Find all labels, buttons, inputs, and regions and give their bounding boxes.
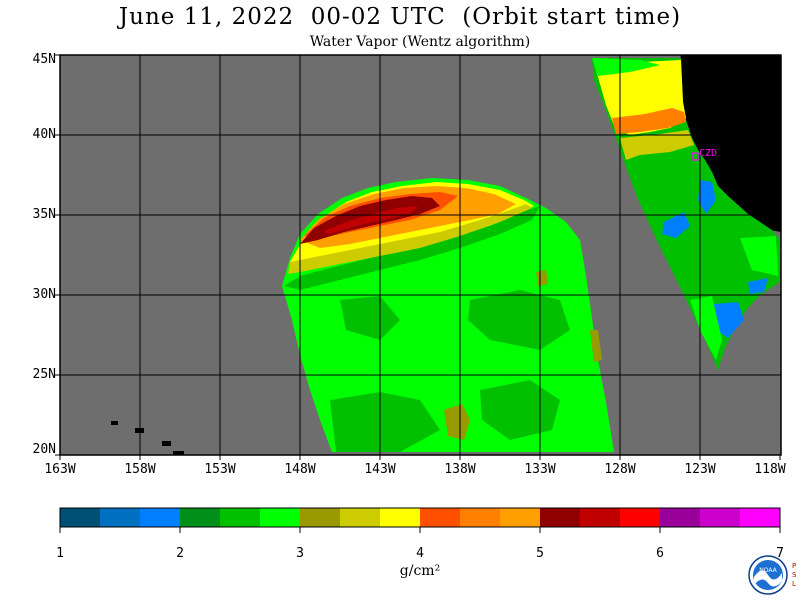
swath-ne-body xyxy=(592,58,780,370)
colorbar-label-3: 3 xyxy=(296,546,304,561)
lat-label-45: 45N xyxy=(32,52,56,67)
map-grid xyxy=(60,55,781,455)
colorbar-swatch-15 xyxy=(660,508,700,527)
swath-ne-blue-1 xyxy=(698,180,716,214)
colorbar-swatch-4 xyxy=(220,508,260,527)
noaa-logo: NOAA xyxy=(748,555,788,595)
axis-ticks xyxy=(55,54,781,460)
colorbar-swatch-16 xyxy=(700,508,740,527)
station-symbol xyxy=(691,152,699,161)
noaa-logo-bird xyxy=(754,570,782,587)
station-marker-czd: CZD xyxy=(691,148,717,161)
map-title: June 11, 2022 00-02 UTC (Orbit start tim… xyxy=(118,4,682,30)
colorbar-swatch-9 xyxy=(420,508,460,527)
lon-label-138: 138W xyxy=(444,462,476,477)
colorbar-swatch-11 xyxy=(500,508,540,527)
map-frame xyxy=(59,54,782,456)
swath-ne-green-top xyxy=(592,58,660,76)
coastline-land xyxy=(679,55,781,232)
colorbar-label-6: 6 xyxy=(656,546,664,561)
lon-label-163: 163W xyxy=(44,462,76,477)
swath-ne-bright-1 xyxy=(740,236,778,276)
station-label: CZD xyxy=(699,148,717,159)
lat-label-40: 40N xyxy=(32,127,56,142)
colorbar-ticks xyxy=(59,527,781,533)
lat-label-25: 25N xyxy=(32,367,56,382)
noaa-logo-text: NOAA xyxy=(759,567,777,574)
swath-main-patch-1 xyxy=(468,290,570,350)
colorbar-label-1: 1 xyxy=(56,546,64,561)
swath-ne-blue-4 xyxy=(714,302,744,338)
swath-main-patch-4 xyxy=(340,296,400,340)
lon-label-123: 123W xyxy=(684,462,716,477)
colorbar-label-2: 2 xyxy=(176,546,184,561)
colorbar-swatch-6 xyxy=(300,508,340,527)
colorbar-label-5: 5 xyxy=(536,546,544,561)
swath-northeast xyxy=(592,58,780,370)
island-maui xyxy=(162,441,171,446)
lat-label-20: 20N xyxy=(32,442,56,457)
swath-ne-bright-2 xyxy=(690,296,722,360)
swath-main-olive-patch-3 xyxy=(536,270,548,286)
colorbar-swatch-12 xyxy=(540,508,580,527)
island-kauai xyxy=(111,421,118,425)
swath-ne-orange xyxy=(612,108,686,134)
map-panel: CZD xyxy=(55,54,782,460)
colorbar xyxy=(59,507,781,528)
colorbar-swatch-3 xyxy=(180,508,220,527)
island-hawaii xyxy=(173,451,184,455)
swath-ne-blue-3 xyxy=(748,278,768,294)
swath-main-patch-2 xyxy=(330,392,440,452)
lon-label-148: 148W xyxy=(284,462,316,477)
swath-main-olive-patch-2 xyxy=(590,330,602,362)
colorbar-swatch-0 xyxy=(60,508,100,527)
lon-label-153: 153W xyxy=(204,462,236,477)
colorbar-label-4: 4 xyxy=(416,546,424,561)
swath-ne-olive xyxy=(620,130,694,160)
colorbar-swatch-2 xyxy=(140,508,180,527)
swath-main-olive-patch-1 xyxy=(444,404,470,440)
colorbar-unit: g/cm² xyxy=(399,563,441,579)
lat-label-35: 35N xyxy=(32,207,56,222)
colorbar-swatch-8 xyxy=(380,508,420,527)
lat-label-30: 30N xyxy=(32,287,56,302)
colorbar-swatch-17 xyxy=(740,508,780,527)
lon-label-133: 133W xyxy=(524,462,556,477)
lon-label-128: 128W xyxy=(604,462,636,477)
lon-label-143: 143W xyxy=(364,462,396,477)
psl-badge: PSL xyxy=(792,562,797,588)
map-subtitle: Water Vapor (Wentz algorithm) xyxy=(309,34,531,50)
lon-label-158: 158W xyxy=(124,462,156,477)
colorbar-swatch-14 xyxy=(620,508,660,527)
colorbar-swatch-5 xyxy=(260,508,300,527)
colorbar-swatch-13 xyxy=(580,508,620,527)
colorbar-swatch-10 xyxy=(460,508,500,527)
colorbar-label-7: 7 xyxy=(776,546,784,561)
swath-main xyxy=(282,178,614,452)
swath-ne-blue-2 xyxy=(662,212,690,238)
lon-label-118: 118W xyxy=(754,462,786,477)
swath-main-red xyxy=(322,206,418,234)
colorbar-swatch-7 xyxy=(340,508,380,527)
colorbar-swatch-1 xyxy=(100,508,140,527)
swath-main-olive xyxy=(288,204,532,274)
swath-main-green-band xyxy=(284,206,540,290)
